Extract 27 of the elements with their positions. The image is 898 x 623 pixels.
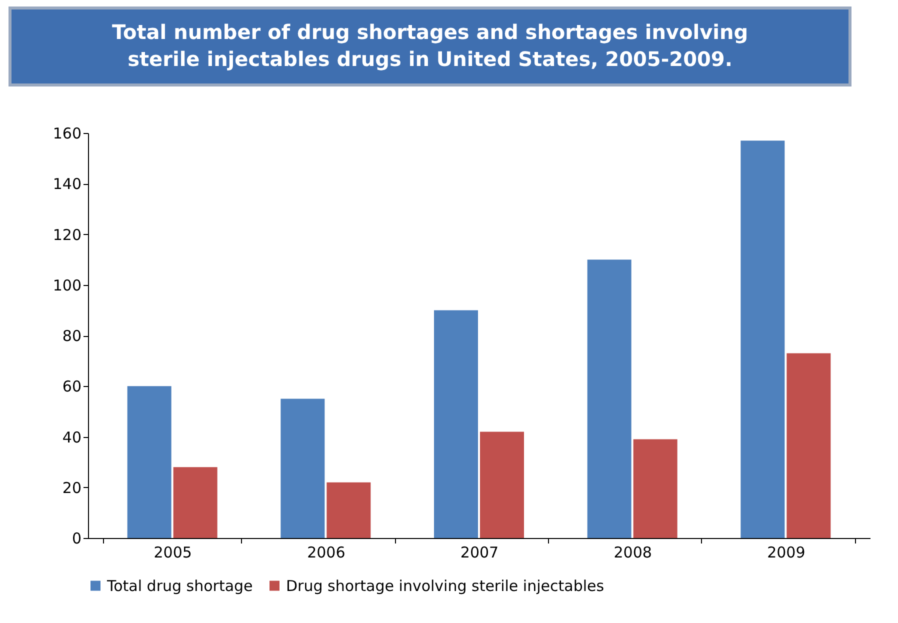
x-tick-label: 2008 [614, 544, 652, 562]
bar [434, 310, 478, 538]
bar [280, 398, 325, 538]
y-tick-label: 160 [52, 124, 82, 142]
chart-title: Total number of drug shortages and shortages involving sterile injectables drugs in United States, 2005-2009. [112, 20, 748, 71]
x-tick-label: 2009 [767, 544, 806, 562]
legend-label: Total drug shortage [106, 576, 253, 595]
y-tick-label: 20 [62, 478, 82, 497]
legend-label: Drug shortage involving sterile injectables [286, 576, 604, 595]
bar [480, 432, 524, 538]
y-tick-label: 40 [62, 428, 82, 446]
bar [326, 482, 371, 538]
x-tick-label: 2007 [460, 544, 499, 562]
bar [127, 386, 172, 538]
y-tick-label: 60 [62, 378, 82, 396]
bar [740, 140, 785, 538]
bar [587, 260, 632, 538]
bar [786, 353, 831, 538]
y-tick-label: 120 [52, 226, 82, 244]
y-tick-label: 140 [52, 175, 82, 194]
y-tick-label: 0 [72, 530, 82, 548]
y-tick-label: 80 [62, 327, 82, 345]
bar [633, 439, 678, 538]
x-tick-label: 2005 [154, 544, 192, 562]
bar [173, 467, 218, 538]
y-tick-label: 100 [52, 276, 82, 294]
x-tick-label: 2006 [307, 544, 346, 562]
